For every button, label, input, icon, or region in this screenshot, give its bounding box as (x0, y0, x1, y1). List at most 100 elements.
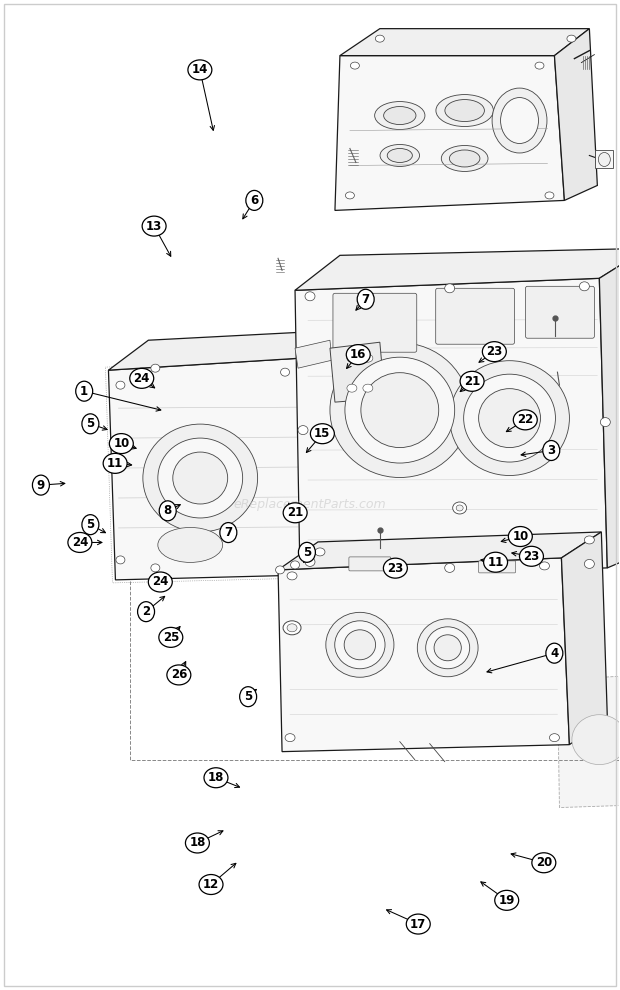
Ellipse shape (291, 561, 299, 569)
Text: eReplacementParts.com: eReplacementParts.com (234, 499, 386, 512)
Ellipse shape (436, 95, 494, 127)
Text: 2: 2 (142, 605, 150, 618)
Ellipse shape (305, 292, 315, 301)
Ellipse shape (283, 621, 301, 635)
Ellipse shape (450, 360, 569, 475)
Ellipse shape (417, 619, 478, 677)
Ellipse shape (185, 833, 210, 853)
Ellipse shape (116, 381, 125, 389)
Ellipse shape (158, 528, 223, 562)
Ellipse shape (330, 343, 469, 477)
Ellipse shape (585, 536, 595, 544)
Ellipse shape (549, 734, 559, 742)
Polygon shape (335, 55, 564, 211)
Ellipse shape (199, 874, 223, 895)
Ellipse shape (138, 602, 154, 622)
Ellipse shape (311, 424, 334, 444)
Text: 4: 4 (550, 646, 559, 659)
Ellipse shape (345, 357, 454, 463)
FancyBboxPatch shape (526, 286, 595, 339)
Text: 23: 23 (523, 549, 539, 562)
Ellipse shape (298, 543, 316, 562)
FancyBboxPatch shape (349, 557, 391, 571)
Ellipse shape (492, 88, 547, 153)
Text: 17: 17 (410, 918, 427, 931)
Ellipse shape (545, 192, 554, 199)
Polygon shape (295, 248, 620, 290)
FancyBboxPatch shape (333, 293, 417, 352)
Ellipse shape (380, 145, 420, 166)
Ellipse shape (188, 60, 212, 80)
Ellipse shape (167, 665, 191, 685)
Ellipse shape (283, 503, 307, 523)
Text: 25: 25 (162, 631, 179, 644)
Ellipse shape (495, 890, 519, 911)
Ellipse shape (158, 439, 242, 518)
Ellipse shape (374, 102, 425, 130)
Text: 20: 20 (536, 856, 552, 869)
Ellipse shape (142, 216, 166, 236)
Ellipse shape (82, 414, 99, 434)
Polygon shape (300, 331, 352, 575)
Ellipse shape (240, 687, 257, 707)
Polygon shape (108, 358, 310, 580)
Polygon shape (108, 331, 340, 370)
Ellipse shape (103, 453, 127, 473)
Text: 7: 7 (224, 526, 232, 540)
Ellipse shape (159, 501, 176, 521)
Text: 23: 23 (486, 346, 502, 358)
Ellipse shape (326, 613, 394, 677)
Ellipse shape (441, 146, 488, 171)
Ellipse shape (298, 426, 308, 435)
Polygon shape (600, 248, 620, 568)
Text: 18: 18 (189, 837, 206, 849)
Text: 5: 5 (86, 418, 94, 431)
Ellipse shape (287, 624, 297, 632)
Ellipse shape (130, 368, 154, 388)
Ellipse shape (434, 635, 461, 660)
Ellipse shape (305, 557, 315, 566)
Polygon shape (278, 532, 601, 570)
Text: 11: 11 (107, 456, 123, 470)
Polygon shape (562, 532, 608, 744)
FancyBboxPatch shape (479, 561, 516, 573)
Ellipse shape (363, 384, 373, 392)
Ellipse shape (281, 368, 290, 376)
Ellipse shape (484, 552, 508, 572)
Text: 7: 7 (361, 293, 370, 306)
Ellipse shape (585, 559, 595, 568)
Ellipse shape (535, 62, 544, 69)
Ellipse shape (204, 768, 228, 788)
Ellipse shape (361, 372, 439, 447)
Ellipse shape (148, 572, 172, 592)
Text: 24: 24 (72, 536, 88, 548)
Ellipse shape (572, 715, 620, 764)
Text: 6: 6 (250, 194, 259, 207)
Text: 18: 18 (208, 771, 224, 784)
Ellipse shape (116, 556, 125, 564)
Text: 13: 13 (146, 220, 162, 233)
Ellipse shape (32, 475, 50, 495)
Polygon shape (330, 343, 385, 402)
Ellipse shape (143, 424, 258, 532)
Text: 10: 10 (512, 530, 528, 544)
Polygon shape (340, 29, 590, 55)
Ellipse shape (456, 505, 463, 511)
Ellipse shape (109, 434, 133, 453)
Ellipse shape (426, 627, 470, 669)
Ellipse shape (347, 354, 357, 362)
Ellipse shape (532, 852, 556, 873)
Text: 21: 21 (287, 506, 303, 520)
Ellipse shape (464, 374, 556, 462)
Ellipse shape (546, 644, 563, 663)
Text: 24: 24 (133, 372, 150, 385)
Ellipse shape (173, 452, 228, 504)
Text: 19: 19 (498, 894, 515, 907)
Ellipse shape (375, 36, 384, 43)
Ellipse shape (151, 364, 160, 372)
Ellipse shape (482, 342, 507, 361)
Ellipse shape (450, 149, 480, 167)
Ellipse shape (357, 289, 374, 309)
Text: 14: 14 (192, 63, 208, 76)
Polygon shape (295, 278, 608, 578)
